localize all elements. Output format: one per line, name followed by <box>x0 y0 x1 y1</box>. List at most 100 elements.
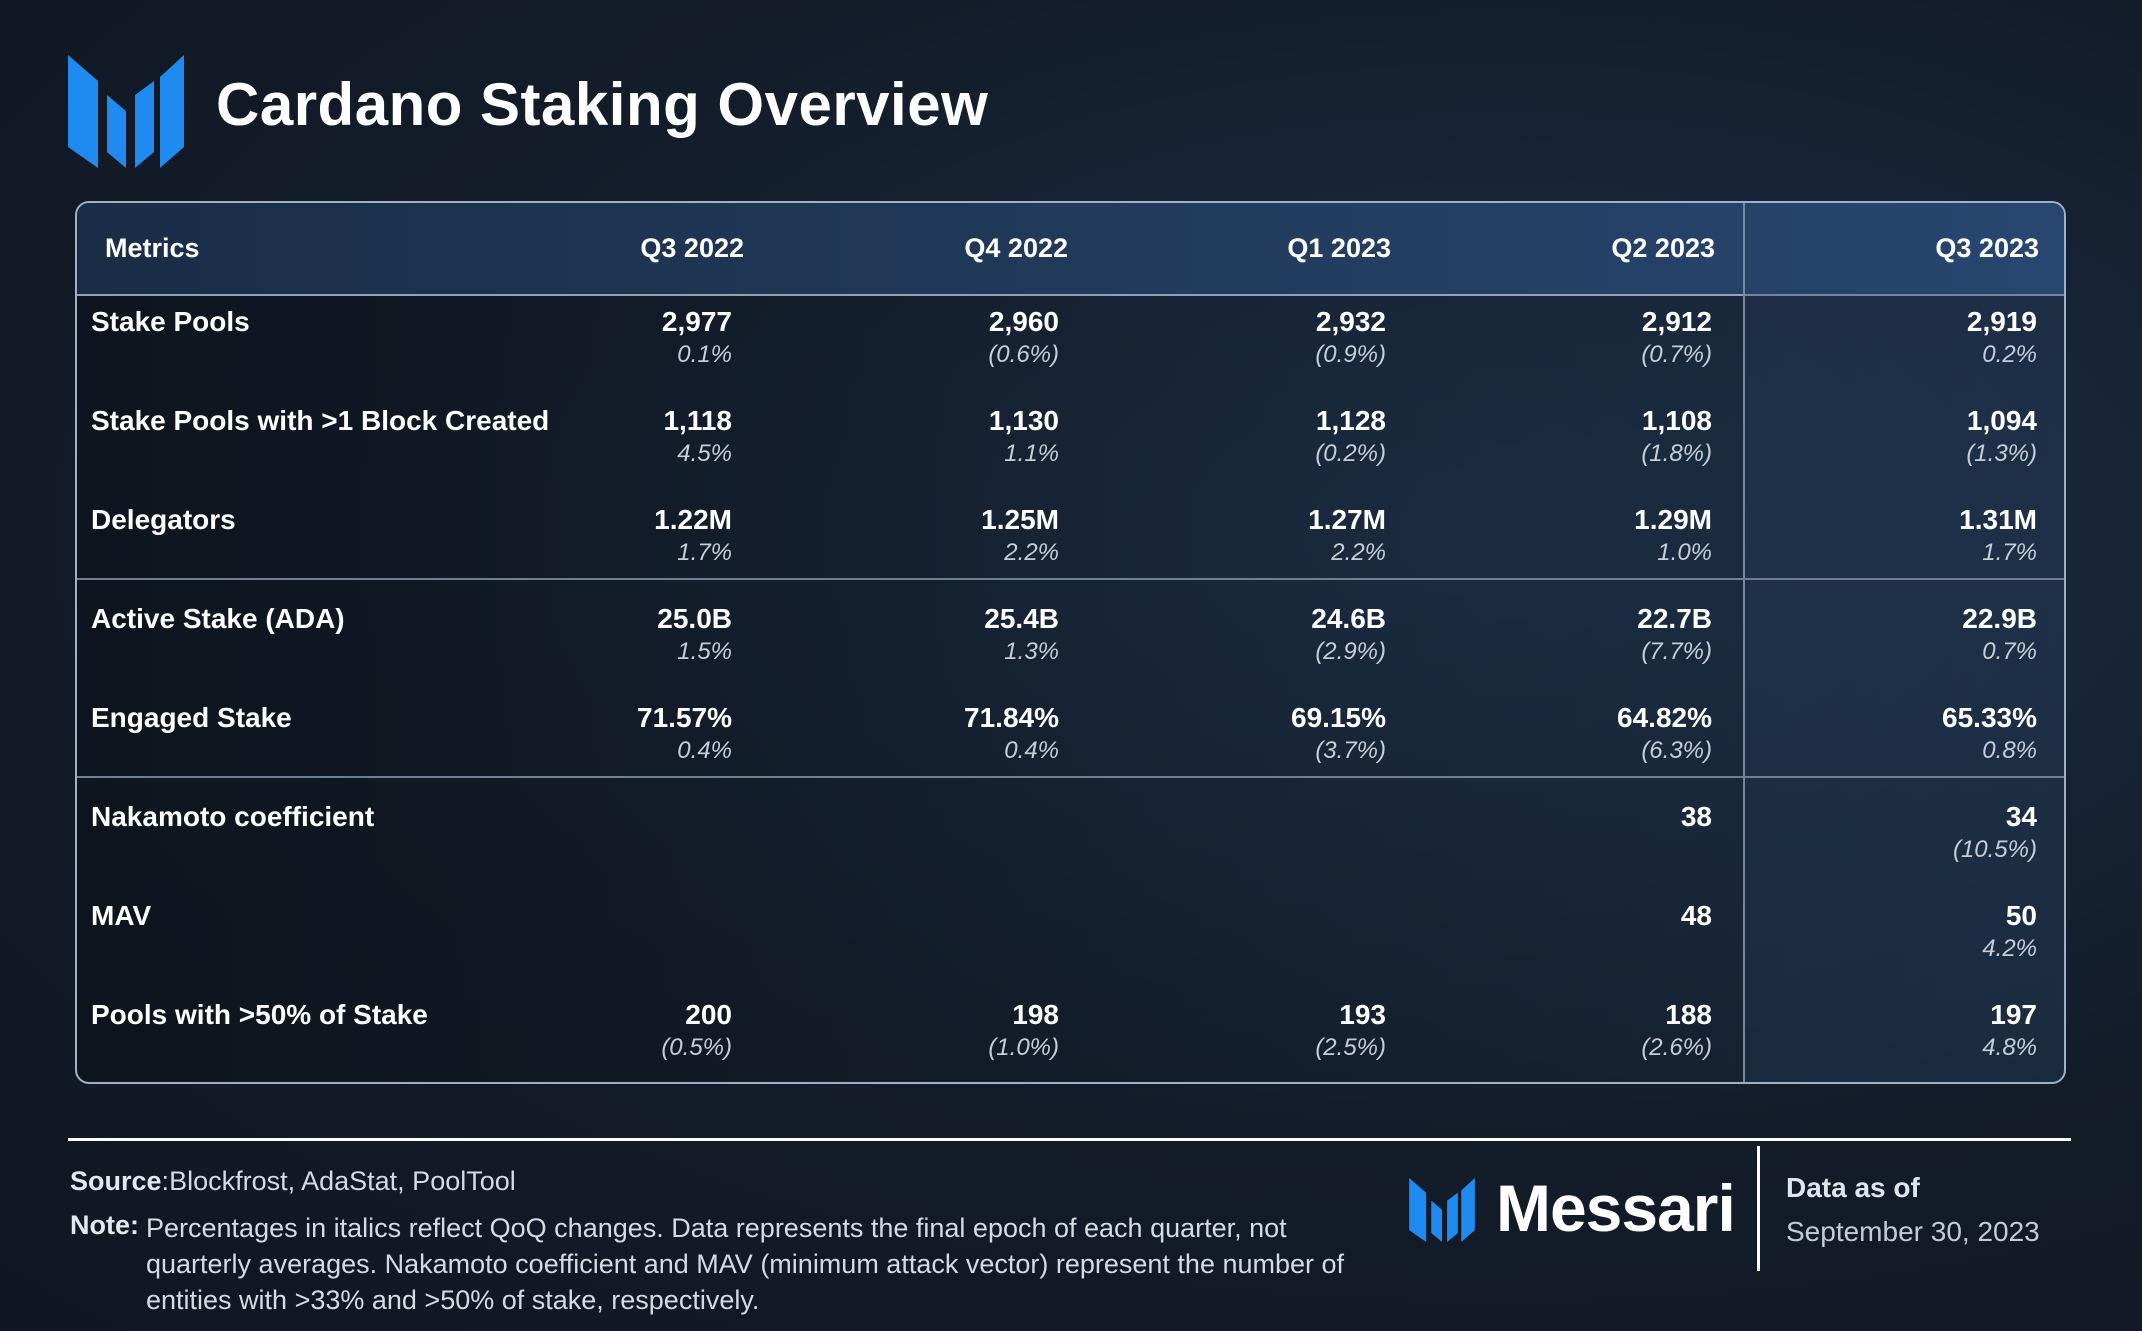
source-text: Blockfrost, AdaStat, PoolTool <box>169 1166 516 1196</box>
cell-value: 64.82% <box>1617 702 1712 733</box>
cell-qoq-change: 0.8% <box>1982 737 2037 764</box>
row-label: Active Stake (ADA) <box>91 603 345 634</box>
cell-value: 71.84% <box>964 702 1059 733</box>
cell-value: 1.22M <box>654 504 732 535</box>
row-group-divider <box>77 776 2064 778</box>
data-as-of-date: September 30, 2023 <box>1786 1216 2040 1247</box>
cell-value: 22.7B <box>1637 603 1712 634</box>
source-line: Source:Blockfrost, AdaStat, PoolTool <box>70 1166 516 1197</box>
row-label: Engaged Stake <box>91 702 292 733</box>
table-row: Stake Pools 2,977 0.1% 2,960 (0.6%) 2,932 (0.9… <box>77 294 2064 393</box>
cell-value: 193 <box>1339 999 1386 1030</box>
source-label: Source <box>70 1166 162 1196</box>
data-as-of-label: Data as of <box>1786 1172 1920 1203</box>
note-text: Percentages in italics reflect QoQ chang… <box>146 1213 1345 1315</box>
table-row: Engaged Stake 71.57% 0.4% 71.84% 0.4% 69.15% (… <box>77 690 2064 789</box>
cell-qoq-change: (2.5%) <box>1315 1034 1386 1061</box>
cell-value: 1,108 <box>1641 405 1712 436</box>
table-row: Delegators 1.22M 1.7% 1.25M 2.2% 1.27M 2.2% 1.2… <box>77 492 2064 591</box>
cell-qoq-change: (0.6%) <box>988 341 1059 368</box>
cell-qoq-change: 2.2% <box>1331 539 1386 566</box>
table-row: MAV 48 50 4.2% <box>77 888 2064 987</box>
row-label: Stake Pools with >1 Block Created <box>91 405 550 436</box>
messari-logo-icon <box>68 55 184 168</box>
cell-qoq-change: 1.3% <box>1004 638 1059 665</box>
source-colon: : <box>161 1166 170 1196</box>
row-label: Stake Pools <box>91 306 250 337</box>
table-row: Active Stake (ADA) 25.0B 1.5% 25.4B 1.3% 24.6… <box>77 591 2064 690</box>
cell-qoq-change: 0.1% <box>677 341 732 368</box>
cell-qoq-change: 0.7% <box>1982 638 2037 665</box>
row-label: Delegators <box>91 504 236 535</box>
cell-qoq-change: (2.9%) <box>1315 638 1386 665</box>
row-label: Pools with >50% of Stake <box>91 999 428 1030</box>
row-label: MAV <box>91 900 152 931</box>
cell-value: 22.9B <box>1962 603 2037 634</box>
cell-value: 2,960 <box>988 306 1059 337</box>
cell-value: 188 <box>1665 999 1712 1030</box>
cell-qoq-change: 0.4% <box>1004 737 1059 764</box>
cell-qoq-change: 1.7% <box>677 539 732 566</box>
cell-qoq-change: 4.2% <box>1982 935 2037 962</box>
cell-value: 25.0B <box>657 603 732 634</box>
cell-value: 48 <box>1680 900 1712 931</box>
cell-qoq-change: (6.3%) <box>1641 737 1712 764</box>
header-q4-2022: Q4 2022 <box>964 233 1068 263</box>
header-q1-2023: Q1 2023 <box>1287 233 1391 263</box>
cell-value: 1.31M <box>1959 504 2037 535</box>
cell-value: 197 <box>1990 999 2037 1030</box>
row-label: Nakamoto coefficient <box>91 801 375 832</box>
cell-value: 69.15% <box>1291 702 1386 733</box>
cell-qoq-change: (1.8%) <box>1641 440 1712 467</box>
cell-value: 1,118 <box>663 405 732 436</box>
cell-qoq-change: 1.1% <box>1004 440 1059 467</box>
cell-value: 2,919 <box>1966 306 2037 337</box>
cell-qoq-change: 1.5% <box>677 638 732 665</box>
footer-divider <box>68 1138 2071 1141</box>
header-q3-2022: Q3 2022 <box>640 233 744 263</box>
cell-qoq-change: (0.9%) <box>1315 341 1386 368</box>
cell-value: 65.33% <box>1942 702 2037 733</box>
header-q3-2023: Q3 2023 <box>1935 233 2039 263</box>
row-group-divider <box>77 578 2064 580</box>
cell-value: 71.57% <box>637 702 732 733</box>
table-row: Stake Pools with >1 Block Created 1,118 4.… <box>77 393 2064 492</box>
cell-value: 1.27M <box>1308 504 1386 535</box>
footer-vertical-divider <box>1757 1146 1760 1271</box>
cell-value: 1.25M <box>981 504 1059 535</box>
cell-value: 25.4B <box>984 603 1059 634</box>
cell-qoq-change: (2.6%) <box>1641 1034 1712 1061</box>
cell-value: 2,977 <box>661 306 732 337</box>
cell-qoq-change: 4.5% <box>677 440 732 467</box>
cell-qoq-change: (7.7%) <box>1641 638 1712 665</box>
cell-qoq-change: 2.2% <box>1004 539 1059 566</box>
table-header: Metrics Q3 2022 Q4 2022 Q1 2023 Q2 2023 … <box>77 203 2064 296</box>
cell-qoq-change: (3.7%) <box>1315 737 1386 764</box>
cell-qoq-change: 1.7% <box>1982 539 2037 566</box>
cell-value: 1.29M <box>1634 504 1712 535</box>
cell-qoq-change: (10.5%) <box>1952 836 2037 863</box>
cell-value: 38 <box>1680 801 1712 832</box>
cell-qoq-change: (1.3%) <box>1966 440 2037 467</box>
note-label-text: Note <box>70 1210 130 1240</box>
cell-value: 2,932 <box>1315 306 1386 337</box>
column-divider <box>1743 203 1745 1082</box>
cell-value: 200 <box>685 999 732 1030</box>
cell-qoq-change: 0.2% <box>1982 341 2037 368</box>
cell-qoq-change: (1.0%) <box>988 1034 1059 1061</box>
table-row: Nakamoto coefficient 38 34 (10.5%) <box>77 789 2064 888</box>
table-row: Pools with >50% of Stake 200 (0.5%) 198 (1.0… <box>77 987 2064 1082</box>
page-title: Cardano Staking Overview <box>216 71 989 138</box>
header-metrics: Metrics <box>105 233 200 263</box>
cell-qoq-change: (0.5%) <box>661 1034 732 1061</box>
current-quarter-column <box>1744 294 2064 1082</box>
cell-value: 2,912 <box>1641 306 1712 337</box>
cell-value: 34 <box>2005 801 2037 832</box>
cell-value: 24.6B <box>1311 603 1386 634</box>
staking-table: Metrics Q3 2022 Q4 2022 Q1 2023 Q2 2023 … <box>75 201 2066 1084</box>
cell-value: 198 <box>1012 999 1059 1030</box>
note-label: Note: <box>70 1210 139 1240</box>
cell-value: 50 <box>2005 900 2037 931</box>
cell-value: 1,128 <box>1315 405 1386 436</box>
messari-footer-logo-icon <box>1409 1178 1475 1242</box>
